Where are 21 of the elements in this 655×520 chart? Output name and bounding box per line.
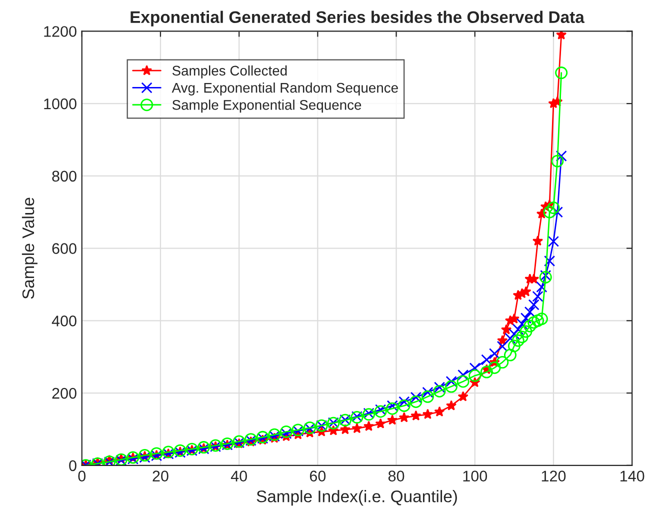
y-tick-label: 1000 (44, 98, 76, 110)
y-tick-label: 0 (69, 460, 76, 472)
x-axis-title: Sample Index(i.e. Quantile) (256, 490, 457, 506)
x-tick-label: 0 (78, 470, 86, 482)
y-axis-title: Sample Value (22, 198, 38, 299)
legend-label: Avg. Exponential Random Sequence (172, 82, 398, 96)
y-tick-label: 200 (52, 388, 76, 399)
x-tick-label: 140 (620, 470, 644, 482)
y-tick-label: 1200 (44, 26, 76, 37)
x-tick-label: 100 (463, 470, 488, 482)
y-tick-label: 600 (52, 243, 76, 254)
y-tick-label: 400 (52, 316, 76, 326)
chart-title: Exponential Generated Series besides the Observed Data (130, 10, 584, 26)
x-tick-label: 120 (542, 470, 566, 482)
x-tick-label: 80 (388, 470, 404, 482)
x-tick-label: 40 (230, 470, 247, 482)
x-tick-label: 20 (152, 470, 168, 482)
legend-label: Samples Collected (172, 65, 287, 78)
legend-label: Sample Exponential Sequence (172, 100, 362, 113)
x-tick-label: 60 (310, 470, 326, 482)
y-tick-label: 800 (52, 170, 76, 182)
